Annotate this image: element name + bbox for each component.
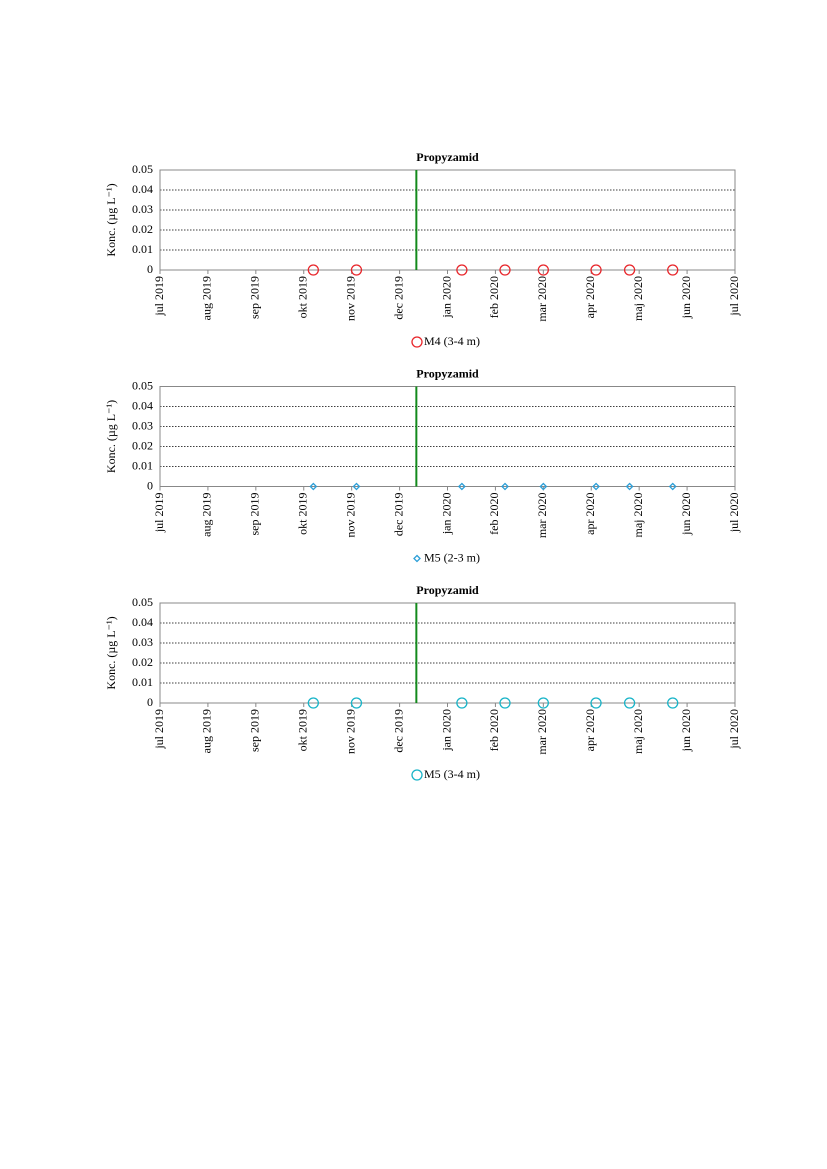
y-tick-label: 0.03 <box>132 418 153 432</box>
marker <box>590 264 602 276</box>
x-tick-label: dec 2019 <box>391 709 405 753</box>
marker <box>537 697 549 709</box>
x-tick-label: dec 2019 <box>391 276 405 320</box>
chart-title: Propyzamid <box>416 583 479 597</box>
x-tick-label: maj 2020 <box>631 709 645 754</box>
x-tick-label: jun 2020 <box>679 709 693 752</box>
marker <box>499 264 511 276</box>
x-tick-label: jul 2020 <box>727 493 741 534</box>
y-tick-label: 0.04 <box>132 615 153 629</box>
marker <box>499 697 511 709</box>
y-tick-label: 0.04 <box>132 182 153 196</box>
marker <box>537 264 549 276</box>
marker <box>457 482 466 491</box>
marker <box>350 697 363 709</box>
marker <box>307 697 319 709</box>
y-tick-label: 0.02 <box>132 222 153 236</box>
x-tick-label: feb 2020 <box>487 492 501 534</box>
x-tick-label: jan 2020 <box>439 276 453 319</box>
marker <box>539 482 548 491</box>
x-tick-label: apr 2020 <box>583 276 597 318</box>
marker <box>592 482 600 491</box>
y-tick-label: 0.02 <box>132 655 153 669</box>
y-axis-label: Konc. (µg L⁻¹) <box>104 616 118 689</box>
x-tick-label: jul 2019 <box>152 493 166 534</box>
legend-marker <box>411 336 423 348</box>
x-tick-label: dec 2019 <box>391 493 405 537</box>
y-axis-label: Konc. (µg L⁻¹) <box>104 400 118 473</box>
x-tick-label: aug 2019 <box>200 709 214 753</box>
marker <box>623 264 636 276</box>
marker <box>352 482 361 491</box>
chart-title: Propyzamid <box>416 150 479 164</box>
x-tick-label: nov 2019 <box>343 709 357 754</box>
x-tick-label: jan 2020 <box>439 493 453 536</box>
x-tick-label: feb 2020 <box>487 276 501 318</box>
x-tick-label: okt 2019 <box>296 276 310 318</box>
y-tick-label: 0 <box>147 695 153 709</box>
x-tick-label: sep 2019 <box>248 709 262 752</box>
y-tick-label: 0.05 <box>132 378 153 392</box>
x-tick-label: sep 2019 <box>248 493 262 536</box>
y-tick-label: 0.01 <box>132 242 153 256</box>
x-tick-label: nov 2019 <box>343 276 357 321</box>
marker <box>667 697 679 709</box>
marker <box>668 482 677 491</box>
x-tick-label: mar 2020 <box>535 276 549 322</box>
y-tick-label: 0.05 <box>132 595 153 609</box>
y-tick-label: 0.05 <box>132 162 153 176</box>
marker <box>307 264 319 276</box>
y-tick-label: 0 <box>147 262 153 276</box>
x-tick-label: jan 2020 <box>439 709 453 752</box>
x-tick-label: jul 2019 <box>152 276 166 317</box>
x-tick-label: okt 2019 <box>296 709 310 751</box>
x-tick-label: jun 2020 <box>679 276 693 319</box>
x-tick-label: okt 2019 <box>296 493 310 535</box>
legend-marker <box>413 554 421 563</box>
marker <box>667 264 679 276</box>
marker <box>309 482 318 491</box>
x-tick-label: maj 2020 <box>631 493 645 538</box>
y-tick-label: 0.02 <box>132 438 153 452</box>
legend-label: M5 (2-3 m) <box>424 550 480 564</box>
y-axis-label: Konc. (µg L⁻¹) <box>104 183 118 256</box>
x-tick-label: mar 2020 <box>535 493 549 539</box>
plot-border <box>159 602 736 704</box>
marker <box>456 264 468 276</box>
x-tick-label: aug 2019 <box>200 276 214 320</box>
plot-border <box>159 169 736 271</box>
y-tick-label: 0.01 <box>132 675 153 689</box>
x-tick-label: sep 2019 <box>248 276 262 319</box>
x-tick-label: maj 2020 <box>631 276 645 321</box>
marker <box>590 697 602 709</box>
marker <box>456 697 468 709</box>
y-tick-label: 0.03 <box>132 202 153 216</box>
plot-border <box>159 386 736 487</box>
marker <box>625 482 634 491</box>
y-tick-label: 0 <box>147 478 153 492</box>
x-tick-label: feb 2020 <box>487 709 501 751</box>
x-tick-label: jun 2020 <box>679 493 693 536</box>
marker <box>501 482 509 491</box>
y-tick-label: 0.03 <box>132 635 153 649</box>
x-tick-label: jul 2020 <box>727 276 741 317</box>
y-tick-label: 0.04 <box>132 398 153 412</box>
legend-label: M4 (3-4 m) <box>424 334 480 348</box>
x-tick-label: nov 2019 <box>343 493 357 538</box>
legend-marker <box>411 769 423 781</box>
y-tick-label: 0.01 <box>132 458 153 472</box>
x-tick-label: apr 2020 <box>583 493 597 535</box>
x-tick-label: apr 2020 <box>583 709 597 751</box>
x-tick-label: mar 2020 <box>535 709 549 755</box>
marker <box>623 697 636 709</box>
x-tick-label: aug 2019 <box>200 493 214 537</box>
x-tick-label: jul 2020 <box>727 709 741 750</box>
chart-title: Propyzamid <box>416 366 479 380</box>
marker <box>350 264 363 276</box>
legend-label: M5 (3-4 m) <box>424 767 480 781</box>
x-tick-label: jul 2019 <box>152 709 166 750</box>
